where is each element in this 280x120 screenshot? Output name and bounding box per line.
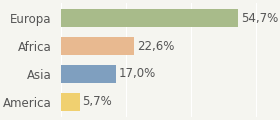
Bar [61,37,134,55]
Bar [61,93,80,111]
Bar [61,9,238,27]
Text: 22,6%: 22,6% [137,40,174,53]
Text: 17,0%: 17,0% [119,67,156,80]
Text: 54,7%: 54,7% [241,12,278,25]
Bar [61,65,116,83]
Text: 5,7%: 5,7% [82,95,112,108]
